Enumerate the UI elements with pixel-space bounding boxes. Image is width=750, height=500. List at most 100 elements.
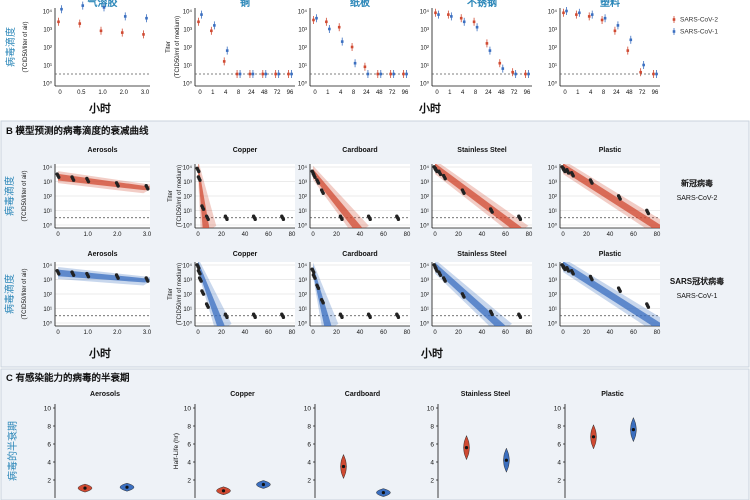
panel-b-cov1-4-ytick-label: 10⁴ xyxy=(548,263,558,270)
panel-b-cov1-2-xtick-label: 80 xyxy=(404,330,411,336)
panel-a-1-cov2-point xyxy=(287,72,290,76)
panel-b-cov1-4-ytick-label: 10¹ xyxy=(548,307,557,313)
panel-a-0-xtick-label: 2.0 xyxy=(120,90,129,96)
panel-b-cov2-3-ytick-label: 10¹ xyxy=(420,209,429,215)
panel-b-cov2-2-data-point xyxy=(316,181,321,185)
panel-b-cov1-1-data-point xyxy=(253,315,257,320)
panel-a-3-ytick-label: 10² xyxy=(420,46,429,52)
panel-b-cov2-2-data-point xyxy=(313,175,317,179)
panel-b-cov1-4-data-point xyxy=(566,269,571,273)
panel-b-cov2-2-decay-band-outer xyxy=(313,165,369,228)
panel-b-cov2-0-ytick-label: 10² xyxy=(43,195,52,201)
panel-b-cov2-2-data-point xyxy=(321,191,325,195)
panel-b-cov2-3-ytick-label: 10⁰ xyxy=(420,223,430,230)
panel-b-cov2-3-xtick-label: 0 xyxy=(433,232,437,238)
panel-b-cov2-4-xtick-label: 60 xyxy=(630,232,637,238)
panel-c-3-cov2-median-point xyxy=(464,446,469,450)
panel-c-3-ytick-label: 4 xyxy=(430,460,434,467)
panel-a-1-title: 铜 xyxy=(240,0,250,9)
panel-b-cov1-3-ytick-label: 10¹ xyxy=(420,307,429,313)
panel-c-2-ytick-label: 10 xyxy=(304,406,312,413)
panel-a-3-ytick-label: 10¹ xyxy=(420,64,429,70)
panel-b-cov2-4-data-point xyxy=(646,211,651,216)
panel-a-2-ytick-label: 10⁴ xyxy=(298,9,308,16)
panel-b-cov1-3-ytick-label: 10⁴ xyxy=(420,263,430,270)
panel-a-1-cov1-point xyxy=(264,72,268,76)
panel-a-0-cov1-point xyxy=(102,6,106,9)
panel-b-cov1-0-data-point xyxy=(86,275,91,279)
panel-b-cov1-0-ytick-label: 10¹ xyxy=(43,307,52,313)
panel-b-cov1-2-data-point xyxy=(316,286,321,291)
panel-a-0-cov2-point xyxy=(57,20,60,24)
panel-c-0-ytick-label: 10 xyxy=(44,406,52,413)
panel-c-0-ytick-label: 2 xyxy=(47,478,51,485)
panel-b-cov1-2-data-point xyxy=(313,276,317,280)
panel-a-2-cov2-point xyxy=(389,72,392,76)
panel-b-cov1-3-ytick-label: 10⁰ xyxy=(420,321,430,328)
panel-a-0-cov2-point xyxy=(142,33,145,36)
panel-c-3-cov1-median-point xyxy=(504,458,508,462)
panel-b-cov2-1-ytick-label: 10⁴ xyxy=(183,165,193,172)
panel-a-4-cov2-point xyxy=(613,29,617,33)
panel-b-cov1-1-data-point xyxy=(201,292,206,296)
panel-b-cov2-3-decay-band-outer xyxy=(435,164,529,228)
panel-b-cov2-3-ytick-label: 10² xyxy=(420,195,429,201)
panel-c-col-title: Cardboard xyxy=(345,391,380,398)
legend-label: SARS-CoV-2 xyxy=(680,17,718,24)
panel-b-cov1-1-xtick-label: 60 xyxy=(265,330,272,336)
panel-b-cov2-3-xtick-label: 40 xyxy=(479,232,486,238)
panel-b-cov2-2-data-point xyxy=(340,217,344,222)
panel-a-1-cov2-point xyxy=(197,20,200,24)
panel-a-0-cov2-point xyxy=(99,29,103,33)
panel-a-4-ytick-label: 10² xyxy=(548,46,557,52)
panel-b-ylabel-surface-2: (TCID50/ml of medium) xyxy=(177,165,183,227)
panel-b-cov2-0-data-point xyxy=(71,178,76,182)
panel-a-0-cov1-point xyxy=(145,16,148,20)
panel-a-0-xtick-label: 3.0 xyxy=(141,90,150,96)
panel-b-cov1-2-data-point xyxy=(340,315,344,320)
panel-a-2-ytick-label: 10¹ xyxy=(298,64,307,70)
panel-a-4-plot-area xyxy=(560,8,660,86)
panel-b-ylabel-air: (TCID50/liter of air) xyxy=(22,170,28,221)
panel-b-cov2-4-xtick-label: 80 xyxy=(654,232,661,238)
panel-b-cov1-1-xtick-label: 80 xyxy=(289,330,296,336)
panel-a-4-xtick-label: 1 xyxy=(576,90,580,96)
panel-b-col-title: Plastic xyxy=(599,251,622,258)
panel-a-2-ytick-label: 10⁰ xyxy=(298,81,308,88)
panel-c-background xyxy=(0,368,750,500)
panel-a-3-cov1-point xyxy=(501,67,505,70)
panel-a-3-ytick-label: 10³ xyxy=(420,28,429,34)
panel-c-1-ytick-label: 6 xyxy=(187,442,191,449)
panel-c-3-ytick-label: 8 xyxy=(430,424,434,431)
panel-a-2-xtick-label: 24 xyxy=(363,90,370,96)
panel-a-3-cov1-point xyxy=(514,72,517,76)
panel-b-cov2-2-decay-band-inner xyxy=(313,168,362,228)
panel-b-cov1-1-data-point xyxy=(281,315,286,320)
panel-a-3-xtick-label: 8 xyxy=(474,90,478,96)
panel-a-1-xtick-label: 72 xyxy=(274,90,281,96)
panel-c: C 有感染能力的病毒的半衰期 Aerosols 10 8 6 4 2 Copper 10 8 6 4 2… xyxy=(0,368,750,500)
panel-b-cov1-0-ytick-label: 10² xyxy=(43,293,52,299)
panel-b-row-label-en: SARS-CoV-2 xyxy=(677,195,718,202)
panel-b-cov2-1-ytick-label: 10¹ xyxy=(183,209,192,215)
panel-b-cov1-2-data-point xyxy=(368,315,372,320)
panel-c-col-title: Stainless Steel xyxy=(461,391,510,398)
panel-b-cov2-2-data-point xyxy=(368,217,372,222)
panel-b-ylabel-surface-2: (TCID50/ml of medium) xyxy=(177,263,183,325)
panel-a-2-cov1-point xyxy=(379,72,383,76)
panel-b-cov1-0-ytick-label: 10⁰ xyxy=(43,321,53,328)
panel-a-2-cov2-point xyxy=(402,72,405,76)
panel-c-4-cov2-median-point xyxy=(591,435,596,439)
panel-b-cov1-1-ytick-label: 10³ xyxy=(183,278,192,284)
panel-a-3-cov2-point xyxy=(524,72,527,76)
panel-c-col-title: Copper xyxy=(230,391,255,398)
panel-a-4-cov1-point xyxy=(565,9,568,13)
panel-b-cov1-2-ytick-label: 10² xyxy=(298,293,307,299)
panel-a-1-xtick-label: 4 xyxy=(224,90,228,96)
panel-a-xlabel-right: 小时 xyxy=(418,101,441,115)
panel-a-3-ytick-label: 10⁰ xyxy=(420,81,430,88)
panel-b-cov1-4-ytick-label: 10³ xyxy=(548,278,557,284)
panel-b-cov1-1-data-point xyxy=(197,266,201,270)
panel-c-1-cov2-median-point xyxy=(221,489,226,493)
